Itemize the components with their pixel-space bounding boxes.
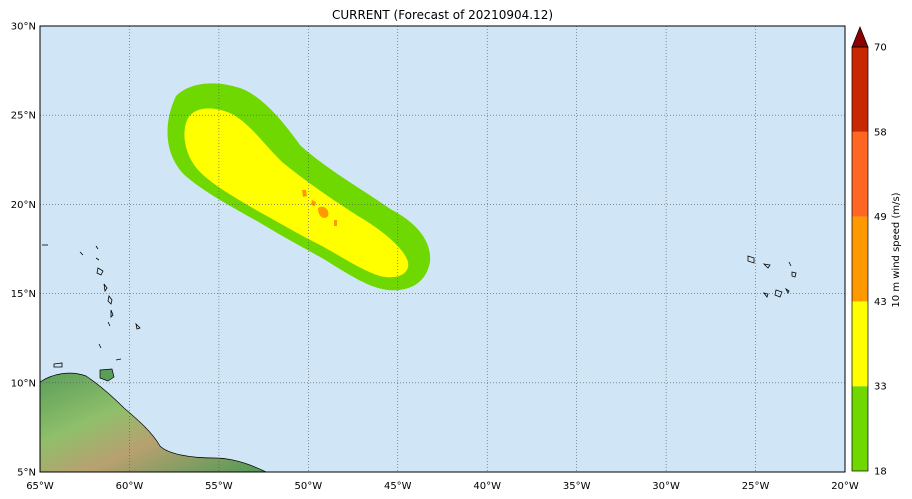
ocean-background — [40, 26, 845, 472]
lon-tick-label: 60°W — [116, 481, 144, 492]
lon-tick-label: 35°W — [563, 481, 591, 492]
colorbar-label: 10 m wind speed (m/s) — [891, 192, 902, 307]
map-frame — [39, 25, 846, 473]
wind-spot-43-49 — [302, 190, 307, 197]
lon-tick-label: 30°W — [652, 481, 680, 492]
colorbar: 18 33 43 49 58 70 — [851, 26, 887, 478]
lon-tick-label: 65°W — [26, 481, 54, 492]
wind-spot-43-49 — [318, 206, 329, 218]
lon-tick-label: 55°W — [205, 481, 233, 492]
lon-tick-label: 45°W — [384, 481, 412, 492]
lon-tick-label: 25°W — [742, 481, 770, 492]
graticule — [40, 26, 845, 472]
colorbar-tick-label: 70 — [874, 43, 887, 54]
colorbar-tick-label: 58 — [874, 127, 887, 138]
south-america-land — [40, 372, 267, 472]
colorbar-frame — [851, 46, 869, 472]
lat-tick-label: 5°N — [17, 468, 36, 479]
colorbar-segment — [852, 386, 868, 471]
colorbar-tick-label: 18 — [874, 467, 887, 478]
wind-swath-33-43 — [184, 108, 409, 278]
colorbar-extension — [851, 26, 869, 48]
colorbar-segment — [852, 131, 868, 217]
map-title: CURRENT (Forecast of 20210904.12) — [331, 8, 554, 22]
colorbar-tick-label: 49 — [874, 212, 887, 223]
colorbar-segment — [852, 301, 868, 387]
colorbar-segment — [852, 47, 868, 132]
lat-tick-label: 10°N — [11, 378, 36, 389]
lat-tick-label: 15°N — [11, 289, 36, 300]
colorbar-tick-label: 33 — [874, 382, 887, 393]
colorbar-tick-label: 43 — [874, 297, 887, 308]
lat-tick-label: 20°N — [11, 200, 36, 211]
wind-spot-43-49 — [311, 200, 316, 206]
lon-tick-label: 20°W — [831, 481, 859, 492]
wind-spot-43-49 — [334, 220, 337, 226]
caribbean-islands — [42, 244, 141, 368]
colorbar-segment — [852, 216, 868, 302]
lat-tick-label: 30°N — [11, 22, 36, 33]
island — [99, 368, 115, 382]
lon-tick-label: 50°W — [295, 481, 323, 492]
lat-tick-label: 25°N — [11, 111, 36, 122]
lon-tick-label: 40°W — [473, 481, 501, 492]
